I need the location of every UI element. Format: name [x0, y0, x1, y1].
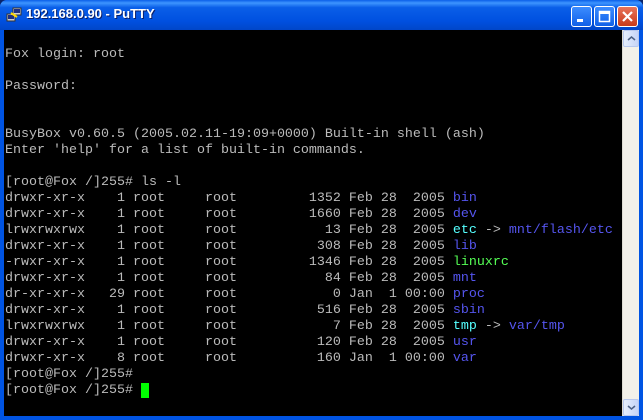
- terminal-line: BusyBox v0.60.5 (2005.02.11-19:09+0000) …: [4, 127, 622, 143]
- minimize-button[interactable]: [571, 6, 592, 27]
- file-name-directory: bin: [452, 191, 477, 206]
- file-name-directory: mnt/flash/etc: [508, 223, 613, 238]
- minimize-icon: [577, 19, 583, 22]
- maximize-button[interactable]: [594, 6, 615, 27]
- terminal-line: drwxr-xr-x 1 root root 308 Feb 28 2005 l…: [4, 239, 622, 255]
- terminal-text: Enter 'help' for a list of built-in comm…: [5, 143, 365, 158]
- vertical-scrollbar[interactable]: [622, 30, 639, 416]
- terminal-text: ->: [476, 319, 509, 334]
- terminal-text: lrwxrwxrwx 1 root root 13 Feb 28 2005: [5, 223, 453, 238]
- terminal-text: drwxr-xr-x 1 root root 84 Feb 28 2005: [5, 271, 453, 286]
- close-button[interactable]: [617, 6, 638, 27]
- terminal-line: lrwxrwxrwx 1 root root 7 Feb 28 2005 tmp…: [4, 319, 622, 335]
- terminal-line: [4, 95, 622, 111]
- chevron-down-icon: [627, 405, 636, 410]
- terminal-text: [root@Fox /]255# ls -l: [5, 175, 181, 190]
- file-name-directory: dev: [452, 207, 477, 222]
- terminal-line: drwxr-xr-x 1 root root 1660 Feb 28 2005 …: [4, 207, 622, 223]
- terminal-line: [root@Fox /]255# ls -l: [4, 175, 622, 191]
- chevron-up-icon: [627, 36, 636, 41]
- terminal-text: drwxr-xr-x 1 root root 120 Feb 28 2005: [5, 335, 453, 350]
- terminal-line: [root@Fox /]255#: [4, 383, 622, 399]
- terminal-line: Fox login: root: [4, 47, 622, 63]
- terminal-text: drwxr-xr-x 1 root root 1660 Feb 28 2005: [5, 207, 453, 222]
- terminal-text: [root@Fox /]255#: [5, 367, 133, 382]
- terminal-line: Enter 'help' for a list of built-in comm…: [4, 143, 622, 159]
- window-title: 192.168.0.90 - PuTTY: [26, 6, 155, 21]
- file-name-directory: var: [452, 351, 477, 366]
- close-icon: [622, 11, 633, 22]
- terminal-line: drwxr-xr-x 1 root root 120 Feb 28 2005 u…: [4, 335, 622, 351]
- terminal-text: BusyBox v0.60.5 (2005.02.11-19:09+0000) …: [5, 127, 485, 142]
- terminal-text: [root@Fox /]255#: [5, 383, 141, 398]
- file-name-executable: linuxrc: [452, 255, 509, 270]
- terminal-text: Password:: [5, 79, 77, 94]
- file-name-symlink: etc: [452, 223, 477, 238]
- terminal-line: drwxr-xr-x 1 root root 84 Feb 28 2005 mn…: [4, 271, 622, 287]
- scroll-up-button[interactable]: [623, 30, 639, 47]
- terminal-line: dr-xr-xr-x 29 root root 0 Jan 1 00:00 pr…: [4, 287, 622, 303]
- terminal-line: drwxr-xr-x 8 root root 160 Jan 1 00:00 v…: [4, 351, 622, 367]
- file-name-directory: sbin: [452, 303, 485, 318]
- terminal-output[interactable]: Fox login: root Password: BusyBox v0.60.5 …: [4, 31, 622, 416]
- terminal-text: Fox login: root: [5, 47, 125, 62]
- terminal-line: Password:: [4, 79, 622, 95]
- file-name-directory: usr: [452, 335, 477, 350]
- terminal-area[interactable]: Fox login: root Password: BusyBox v0.60.5 …: [4, 30, 639, 416]
- terminal-text: drwxr-xr-x 8 root root 160 Jan 1 00:00: [5, 351, 453, 366]
- terminal-text: ->: [476, 223, 509, 238]
- terminal-line: [4, 63, 622, 79]
- title-bar[interactable]: 192.168.0.90 - PuTTY: [0, 0, 643, 30]
- terminal-line: [root@Fox /]255#: [4, 367, 622, 383]
- putty-icon: [6, 7, 22, 22]
- terminal-text: dr-xr-xr-x 29 root root 0 Jan 1 00:00: [5, 287, 453, 302]
- scroll-down-button[interactable]: [623, 399, 639, 416]
- terminal-cursor: [140, 383, 149, 398]
- file-name-directory: proc: [452, 287, 485, 302]
- terminal-line: lrwxrwxrwx 1 root root 13 Feb 28 2005 et…: [4, 223, 622, 239]
- terminal-line: [4, 31, 622, 47]
- file-name-directory: mnt: [452, 271, 477, 286]
- file-name-symlink: tmp: [452, 319, 477, 334]
- terminal-text: lrwxrwxrwx 1 root root 7 Feb 28 2005: [5, 319, 453, 334]
- terminal-line: drwxr-xr-x 1 root root 1352 Feb 28 2005 …: [4, 191, 622, 207]
- terminal-text: drwxr-xr-x 1 root root 516 Feb 28 2005: [5, 303, 453, 318]
- terminal-text: drwxr-xr-x 1 root root 308 Feb 28 2005: [5, 239, 453, 254]
- terminal-text: drwxr-xr-x 1 root root 1352 Feb 28 2005: [5, 191, 453, 206]
- terminal-line: [4, 111, 622, 127]
- terminal-text: -rwxr-xr-x 1 root root 1346 Feb 28 2005: [5, 255, 453, 270]
- terminal-line: drwxr-xr-x 1 root root 516 Feb 28 2005 s…: [4, 303, 622, 319]
- maximize-icon: [598, 10, 611, 23]
- terminal-line: [4, 159, 622, 175]
- terminal-line: -rwxr-xr-x 1 root root 1346 Feb 28 2005 …: [4, 255, 622, 271]
- file-name-directory: lib: [452, 239, 477, 254]
- file-name-directory: var/tmp: [508, 319, 565, 334]
